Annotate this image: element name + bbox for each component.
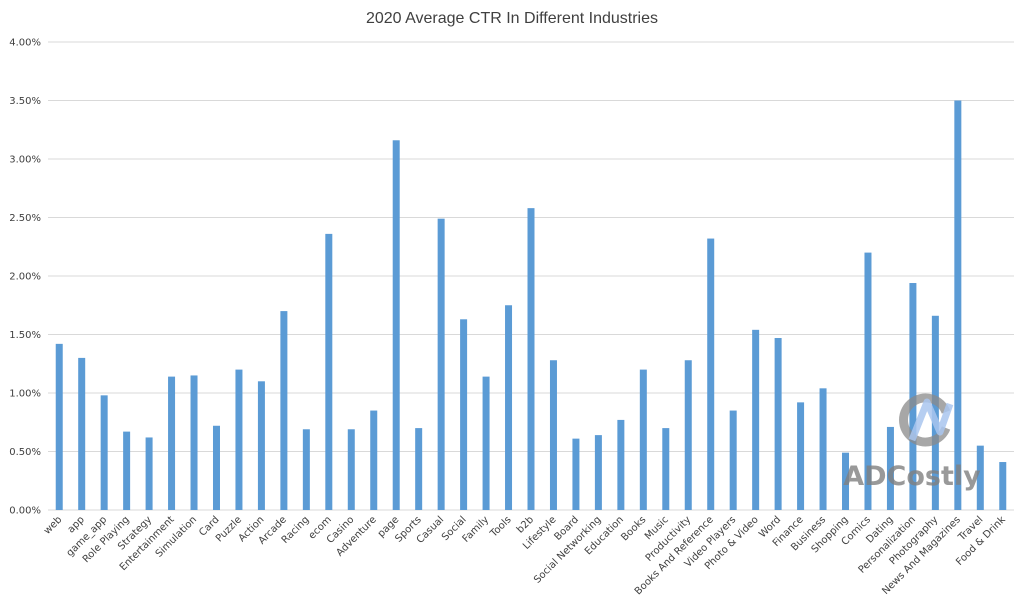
bar <box>392 140 400 510</box>
bar <box>999 462 1007 510</box>
bar <box>594 435 602 510</box>
bar <box>752 329 760 510</box>
bar <box>976 445 984 510</box>
bar <box>55 343 63 510</box>
bar <box>729 410 737 510</box>
bar <box>886 426 894 510</box>
chart-title: 2020 Average CTR In Different Industries <box>365 10 658 27</box>
y-tick-label: 3.50% <box>9 96 41 107</box>
bar <box>774 338 782 510</box>
bar <box>437 218 445 511</box>
bar <box>325 233 333 510</box>
bar <box>370 410 378 510</box>
bar <box>909 283 917 510</box>
adcostly-logo-icon <box>899 393 954 447</box>
y-tick-label: 0.50% <box>9 447 41 458</box>
bar <box>302 429 310 510</box>
bar <box>684 360 692 510</box>
bar <box>842 452 850 510</box>
bar <box>235 369 243 510</box>
bar <box>415 428 423 510</box>
y-tick-label: 2.50% <box>9 213 41 224</box>
y-tick-label: 0.00% <box>9 506 41 517</box>
bar <box>572 438 580 510</box>
bar <box>190 375 198 510</box>
y-tick-label: 1.00% <box>9 389 41 400</box>
watermark: ADCostly <box>843 393 981 492</box>
bar <box>617 419 625 510</box>
bar <box>168 376 176 510</box>
y-tick-label: 2.00% <box>9 272 41 283</box>
bar <box>123 431 131 510</box>
bar <box>864 252 872 510</box>
bar <box>639 369 647 510</box>
bar <box>482 376 490 510</box>
y-tick-label: 3.00% <box>9 155 41 166</box>
bar <box>527 208 535 510</box>
bar <box>549 360 557 510</box>
bar <box>662 428 670 510</box>
y-tick-label: 1.50% <box>9 330 41 341</box>
bar <box>212 425 220 510</box>
bar <box>505 305 513 510</box>
bar <box>100 395 108 510</box>
x-tick-label: Tools <box>488 514 514 540</box>
x-tick-label: Books <box>619 514 648 543</box>
bar <box>145 437 153 510</box>
bar <box>78 357 86 510</box>
bar <box>347 429 355 510</box>
bar <box>257 381 265 510</box>
bar <box>280 311 288 510</box>
bar <box>819 388 827 510</box>
bar <box>797 402 805 510</box>
x-tick-label: web <box>42 514 64 536</box>
y-tick-label: 4.00% <box>9 38 41 49</box>
bar <box>707 238 715 510</box>
bar <box>954 100 962 510</box>
bar <box>460 319 468 510</box>
watermark-text: ADCostly <box>843 461 981 492</box>
